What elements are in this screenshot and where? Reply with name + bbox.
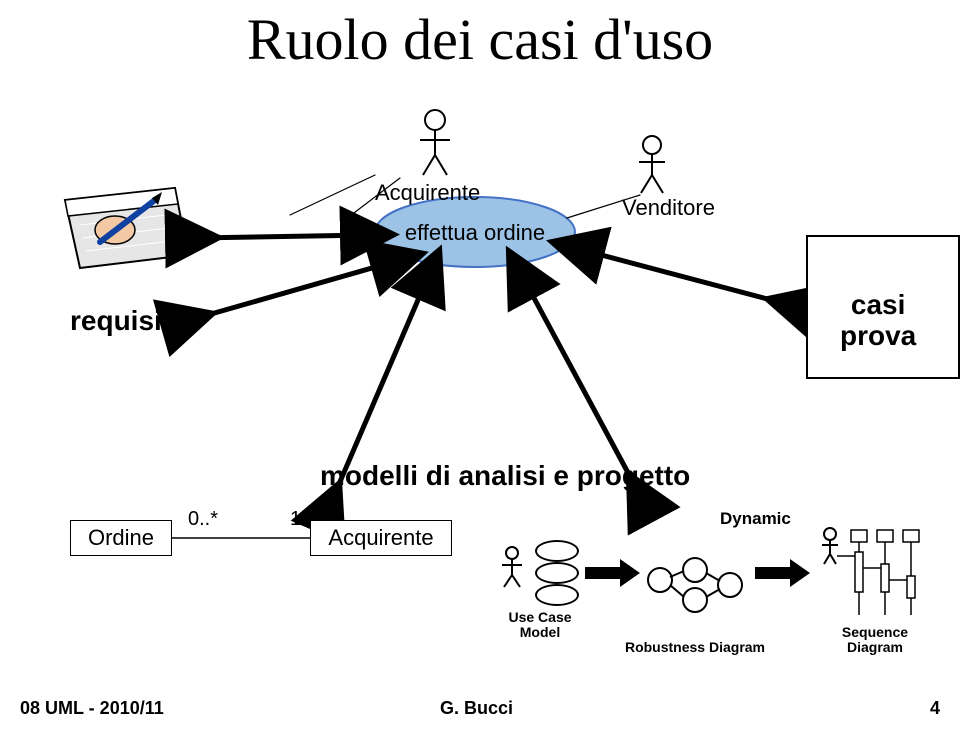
mini-arrow-1 <box>585 555 645 595</box>
mult-left: 0..* <box>188 508 218 531</box>
notepad-acq-link1 <box>290 175 375 215</box>
class-ordine: Ordine <box>70 520 172 556</box>
req-usecase <box>190 260 400 320</box>
mini-usecase-3 <box>535 584 579 606</box>
modelli-label: modelli di analisi e progetto <box>320 460 690 492</box>
mini-sequence-icon <box>815 520 935 630</box>
notepad-usecase <box>195 235 370 238</box>
usecase-label: effettua ordine <box>405 220 545 245</box>
mini-robustness-icon <box>640 555 750 645</box>
mini-dynamic-label: Dynamic <box>720 510 791 528</box>
actor-acquirente-label: Acquirente <box>375 180 480 206</box>
actor-venditore-icon <box>639 136 665 193</box>
class-acquirente: Acquirente <box>310 520 452 556</box>
mini-actor-icon <box>500 545 530 595</box>
actor-venditore-label: Venditore <box>622 195 715 221</box>
mini-arrow-2 <box>755 555 815 595</box>
footer-left: 08 UML - 2010/11 <box>20 698 164 719</box>
diagram-stage: Ruolo dei casi d'uso effettua ordine <box>0 0 960 732</box>
mini-sequence-label: Sequence Diagram <box>820 625 930 654</box>
footer-right: 4 <box>930 698 940 719</box>
requisiti-label: requisiti <box>70 305 179 337</box>
actor-acquirente-icon <box>420 110 450 175</box>
casi-prova-label: casi prova <box>840 290 916 352</box>
mini-robustness-label: Robustness Diagram <box>615 640 775 655</box>
notepad-icon <box>65 188 188 268</box>
casi-usecase <box>575 248 790 305</box>
mini-usecase-model-label: Use Case Model <box>495 610 585 639</box>
mini-usecase-2 <box>535 562 579 584</box>
mult-right: 1 <box>290 508 301 531</box>
footer-center: G. Bucci <box>440 698 513 719</box>
mini-usecase-1 <box>535 540 579 562</box>
